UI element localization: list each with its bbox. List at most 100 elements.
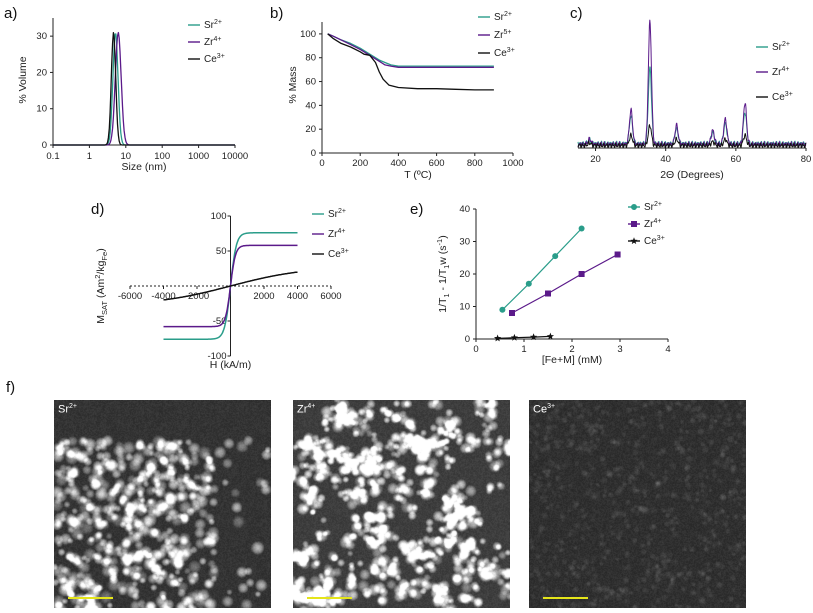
- series-line: [163, 271, 298, 301]
- tem-canvas-zr: [293, 400, 510, 608]
- legend-entry-base: Sr: [204, 20, 215, 31]
- x-tick-label: 10: [121, 151, 132, 162]
- x-tick-label: 800: [467, 158, 483, 169]
- chart-panel-c: c) 20 40 60 80 2Θ (Degrees) Sr2+ Zr4+ Ce3+: [570, 5, 811, 181]
- x-tick-label: 2: [569, 344, 574, 355]
- y-tick-label: -100: [207, 351, 226, 362]
- x-tick-label: 6000: [320, 291, 341, 302]
- series-line: [511, 253, 618, 314]
- y-tick-label: 0: [311, 148, 316, 159]
- y-tick-label: 30: [459, 237, 470, 248]
- x-tick-label: 60: [731, 154, 742, 165]
- x-tick-label: 2000: [253, 291, 274, 302]
- y-tick-label: 80: [305, 53, 316, 64]
- data-point: [578, 271, 585, 277]
- panel-label: e): [410, 201, 423, 218]
- series-line: [327, 33, 494, 67]
- scale-bar: [68, 597, 113, 599]
- legend-entry: Zr4+: [328, 228, 345, 240]
- y-axis-label-part: 1/T: [437, 297, 449, 313]
- x-tick-label: 4000: [287, 291, 308, 302]
- legend-entry: Ce3+: [494, 47, 515, 59]
- panel-label: a): [4, 5, 17, 22]
- legend-entry-base: Zr: [328, 229, 338, 240]
- tem-image-zr: Zr4+: [293, 400, 510, 608]
- y-axis-label-part: M: [95, 315, 107, 324]
- y-axis-label-part: -1: [435, 239, 444, 246]
- y-tick-label: 60: [305, 77, 316, 88]
- x-tick-label: -6000: [118, 291, 142, 302]
- x-tick-label: 40: [660, 154, 671, 165]
- legend-entry-base: Sr: [644, 202, 655, 213]
- y-axis-label-part: Fe: [100, 252, 109, 261]
- data-point: [578, 225, 585, 232]
- data-point: [614, 251, 621, 258]
- x-tick-label: 0.1: [46, 151, 59, 162]
- y-axis-label-part: ): [95, 248, 107, 252]
- legend-entry-sup: 3+: [507, 47, 515, 54]
- series-line: [501, 228, 583, 311]
- y-tick-label: 30: [36, 31, 47, 42]
- legend-entry-base: Zr: [494, 30, 504, 41]
- y-axis-label-part: 2: [93, 275, 102, 279]
- legend-marker: [631, 221, 637, 227]
- x-tick-label: 3: [617, 344, 622, 355]
- legend-entry-sup: 3+: [341, 248, 349, 255]
- data-point: [525, 280, 532, 287]
- x-tick-label: -2000: [185, 291, 209, 302]
- legend-entry: Zr5+: [494, 29, 511, 41]
- x-tick-label: 0: [319, 158, 324, 169]
- y-tick-label: -50: [213, 316, 227, 327]
- series-line: [327, 33, 494, 91]
- tem-image-sr: Sr2+: [54, 400, 271, 608]
- y-axis-label-part: 1: [442, 293, 451, 297]
- legend-entry: Ce3+: [204, 53, 225, 65]
- series-line: [577, 66, 807, 147]
- scale-bar: [307, 597, 352, 599]
- panel-label: d): [91, 201, 104, 218]
- legend-entry-sup: 4+: [213, 36, 221, 43]
- y-tick-label: 20: [36, 67, 47, 78]
- x-tick-label: 400: [390, 158, 406, 169]
- y-axis-label-part: - 1/T: [437, 268, 449, 293]
- tem-canvas-sr: [54, 400, 271, 608]
- x-tick-label: 1: [521, 344, 526, 355]
- x-tick-label: 10000: [222, 151, 248, 162]
- y-axis-label-part: w (s: [437, 245, 449, 265]
- y-axis-label-part: /kg: [95, 260, 107, 274]
- y-tick-label: 20: [459, 269, 470, 280]
- y-axis-label-part: SAT: [100, 301, 109, 315]
- legend-entry-base: Ce: [644, 236, 657, 247]
- series-line: [577, 124, 807, 149]
- series-line: [53, 33, 235, 146]
- legend-entry: Sr2+: [772, 41, 790, 53]
- tem-canvas-ce: [529, 400, 746, 608]
- legend-entry-sup: 4+: [337, 228, 345, 235]
- panel-label: f): [6, 379, 15, 396]
- legend-entry-base: Sr: [772, 42, 783, 53]
- legend-entry-base: Sr: [494, 12, 505, 23]
- legend-entry-sup: 2+: [654, 201, 662, 208]
- legend-entry-sup: 4+: [781, 66, 789, 73]
- x-tick-label: 100: [154, 151, 170, 162]
- tem-label-zr: Zr4+: [297, 403, 316, 416]
- x-tick-label: 600: [429, 158, 445, 169]
- legend-entry: Ce3+: [328, 248, 349, 260]
- legend-entry: Zr4+: [204, 36, 221, 48]
- tem-image-ce: Ce3+: [529, 400, 746, 608]
- x-tick-label: 1: [87, 151, 92, 162]
- x-axis-label: H (kA/m): [210, 359, 251, 371]
- series-line: [497, 335, 551, 339]
- series-line: [327, 33, 494, 68]
- y-tick-label: 40: [459, 204, 470, 215]
- legend-entry: Zr4+: [772, 66, 789, 78]
- legend-entry: Ce3+: [772, 91, 793, 103]
- legend-entry-base: Zr: [204, 37, 214, 48]
- data-point: [552, 253, 559, 260]
- y-axis-label-part: ): [437, 235, 449, 239]
- legend-entry: Sr2+: [644, 201, 662, 213]
- x-tick-label: 0: [473, 344, 478, 355]
- x-axis-label: 2Θ (Degrees): [660, 169, 724, 181]
- legend-entry: Sr2+: [328, 208, 346, 220]
